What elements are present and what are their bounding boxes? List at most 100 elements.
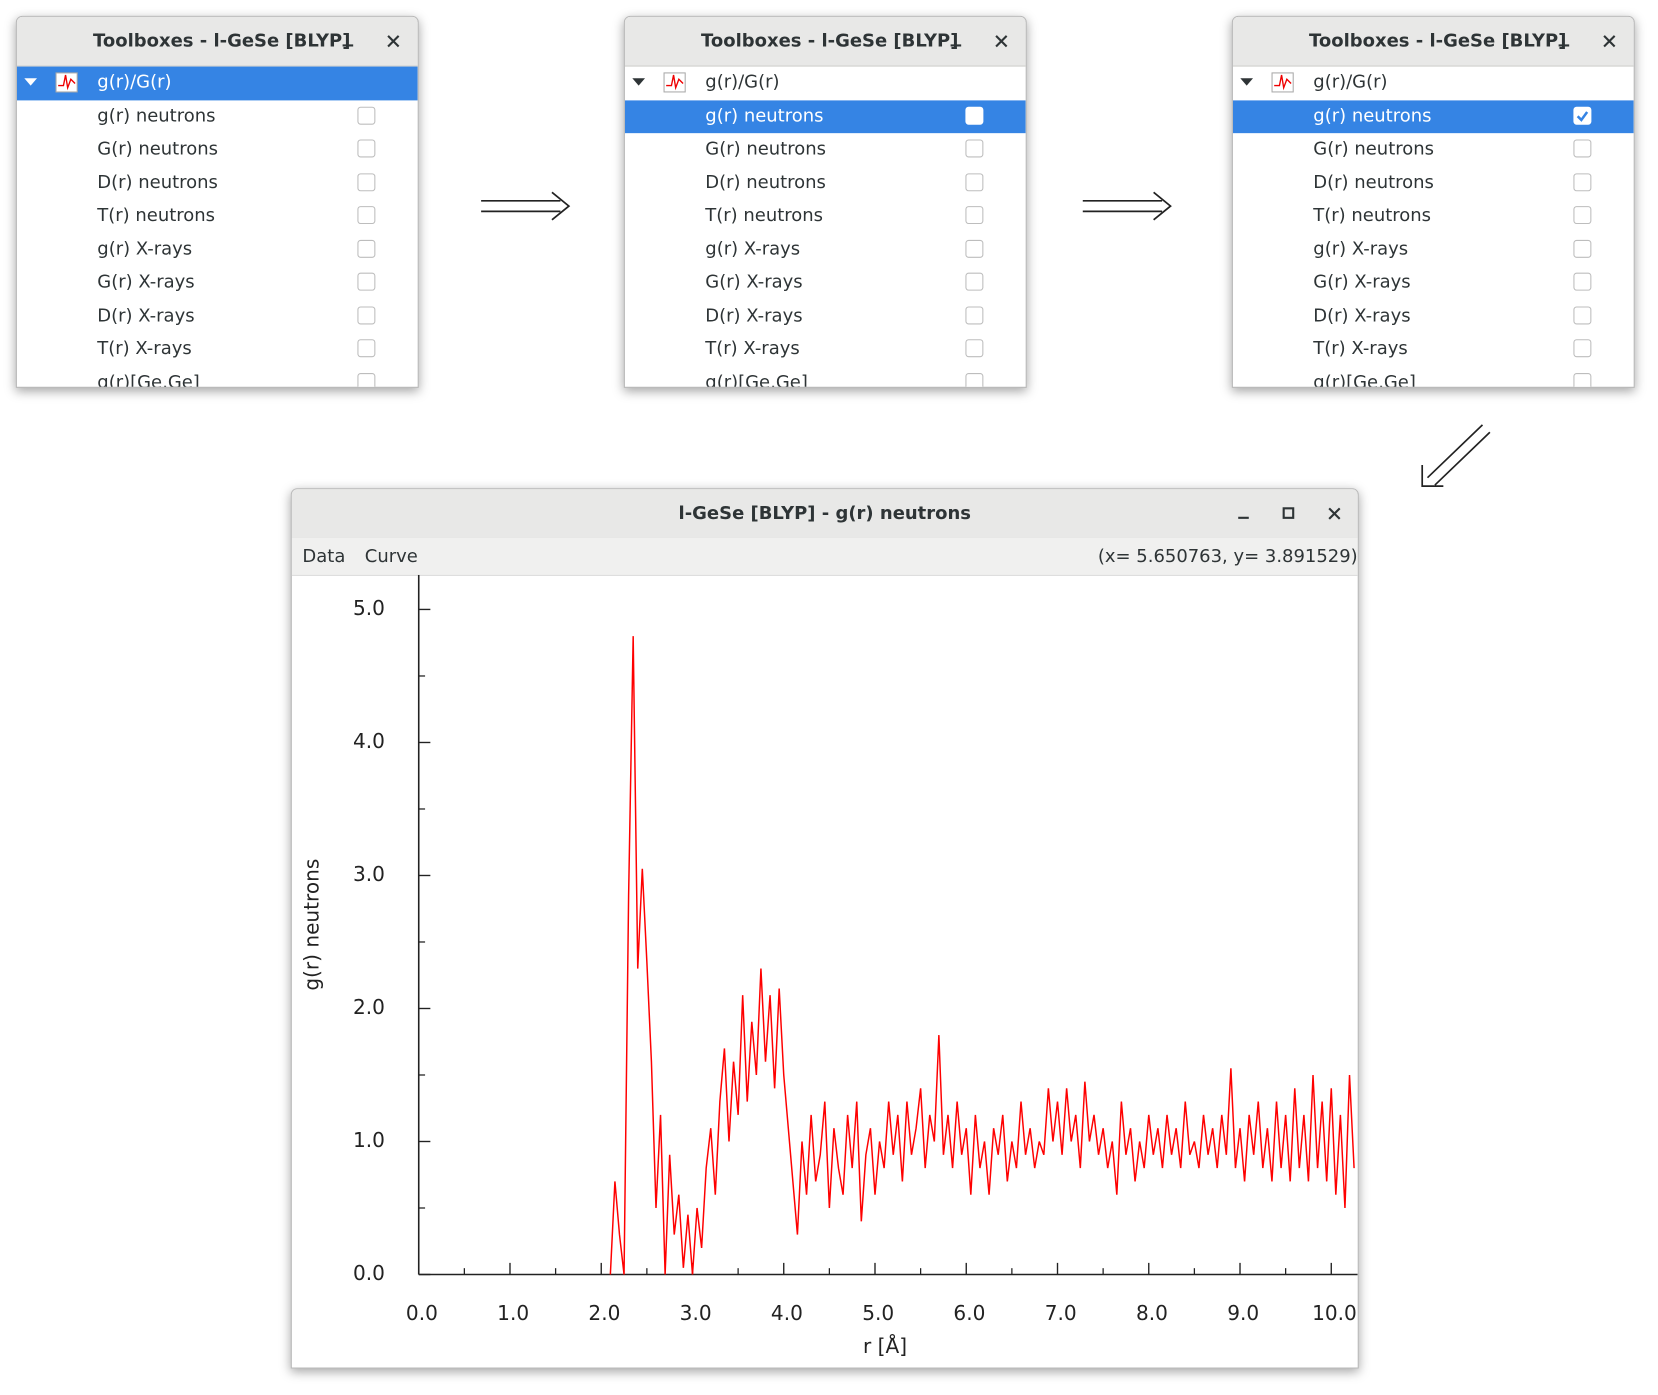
checkbox[interactable] <box>965 106 984 125</box>
tree-label: g(r) neutrons <box>1313 105 1432 127</box>
window-title: Toolboxes - l-GeSe [BLYP] <box>93 30 351 52</box>
tree-label: D(r) X-rays <box>705 304 803 327</box>
checkbox[interactable] <box>965 272 984 291</box>
tree-row[interactable]: g(r) X-rays <box>1233 233 1634 266</box>
window-buttons <box>342 35 400 48</box>
y-tick-label: 5.0 <box>353 596 385 620</box>
tree-label: G(r) neutrons <box>97 138 218 160</box>
checkbox[interactable] <box>357 172 376 191</box>
checkbox[interactable] <box>965 372 984 387</box>
tree-label: g(r)/G(r) <box>705 71 780 93</box>
tree-row[interactable]: G(r) neutrons <box>625 133 1026 166</box>
checkbox[interactable] <box>357 339 376 358</box>
checkbox[interactable] <box>357 206 376 225</box>
close-button[interactable] <box>1328 507 1341 520</box>
checkbox[interactable] <box>357 372 376 387</box>
x-tick-label: 0.0 <box>406 1301 438 1325</box>
tree-row[interactable]: T(r) neutrons <box>1233 200 1634 233</box>
x-tick-label: 9.0 <box>1227 1301 1259 1325</box>
y-tick-label: 1.0 <box>353 1128 385 1152</box>
checkbox[interactable] <box>1573 305 1592 324</box>
tree-label: D(r) X-rays <box>1313 304 1411 327</box>
tree-row[interactable]: D(r) X-rays <box>17 300 418 333</box>
checkbox[interactable] <box>357 139 376 158</box>
tree-row[interactable]: G(r) neutrons <box>1233 133 1634 166</box>
checkbox[interactable] <box>357 272 376 291</box>
tree-row[interactable]: T(r) neutrons <box>17 200 418 233</box>
expander[interactable] <box>24 78 38 86</box>
window-buttons <box>1238 507 1341 520</box>
menu-item[interactable]: Curve <box>364 546 418 568</box>
checkbox[interactable] <box>357 106 376 125</box>
checkbox[interactable] <box>1573 339 1592 358</box>
tree-row[interactable]: D(r) X-rays <box>1233 300 1634 333</box>
chart: g(r) neutrons r [Å] 0.0 1.0 2.0 3.0 4.0 5.0 0.… <box>299 574 1358 1358</box>
checkbox[interactable] <box>965 172 984 191</box>
tree-row[interactable]: T(r) X-rays <box>17 333 418 366</box>
close-button[interactable] <box>387 35 400 48</box>
checkbox[interactable] <box>1573 372 1592 387</box>
tree-row[interactable]: g(r)[Ge,Ge] <box>17 366 418 387</box>
close-button[interactable] <box>995 35 1008 48</box>
tree-row[interactable]: G(r) X-rays <box>625 266 1026 299</box>
tree-row[interactable]: g(r) neutrons <box>1232 99 1634 134</box>
title-bar: Toolboxes - l-GeSe [BLYP] <box>16 16 418 67</box>
tree-row[interactable]: D(r) X-rays <box>625 300 1026 333</box>
tree-row[interactable]: g(r)/G(r) <box>625 67 1026 100</box>
tree-row[interactable]: g(r) neutrons <box>624 99 1026 134</box>
row-icons <box>632 72 686 93</box>
tree-row[interactable]: D(r) neutrons <box>1233 166 1634 199</box>
checkbox[interactable] <box>1573 239 1592 258</box>
checkbox[interactable] <box>357 305 376 324</box>
tree-row[interactable]: T(r) X-rays <box>1233 333 1634 366</box>
tree-row[interactable]: D(r) neutrons <box>625 166 1026 199</box>
tree-row[interactable]: g(r)[Ge,Ge] <box>625 366 1026 388</box>
x-axis-label: r [Å] <box>863 1334 907 1358</box>
tree-row[interactable]: g(r) X-rays <box>17 233 418 266</box>
chart-icon-curve <box>666 74 684 91</box>
tree-row[interactable]: g(r)/G(r) <box>1233 67 1634 100</box>
tree-label: G(r) neutrons <box>1313 138 1434 160</box>
tree-row[interactable]: g(r) X-rays <box>625 233 1026 266</box>
expander[interactable] <box>1240 78 1254 86</box>
toolbox-window: Toolboxes - l-GeSe [BLYP] g(r)/G(r) g(r) n… <box>1231 15 1635 388</box>
checkbox[interactable] <box>965 239 984 258</box>
tree-row[interactable]: G(r) X-rays <box>1233 266 1634 299</box>
checkbox[interactable] <box>965 139 984 158</box>
tree-row[interactable]: G(r) X-rays <box>17 266 418 299</box>
checkbox[interactable] <box>965 206 984 225</box>
row-icons <box>1240 72 1294 93</box>
checkbox[interactable] <box>1573 106 1592 125</box>
x-tick-label: 2.0 <box>588 1301 620 1325</box>
tree-label: g(r) X-rays <box>705 238 801 260</box>
tree-label: D(r) neutrons <box>1313 171 1434 193</box>
checkbox[interactable] <box>965 339 984 358</box>
checkbox[interactable] <box>1573 139 1592 158</box>
expander[interactable] <box>632 78 646 86</box>
tree-row[interactable]: g(r)[Ge,Ge] <box>1233 366 1634 387</box>
maximize-button[interactable] <box>1282 507 1295 519</box>
x-tick-label: 3.0 <box>680 1301 712 1325</box>
tree-row[interactable]: T(r) neutrons <box>625 200 1026 233</box>
tree-label: g(r)[Ge,Ge] <box>705 371 808 388</box>
checkbox[interactable] <box>1573 272 1592 291</box>
menu-item[interactable]: Data <box>302 546 346 568</box>
checkbox[interactable] <box>1573 172 1592 191</box>
tree-label: T(r) neutrons <box>1313 205 1432 227</box>
tree-row[interactable]: D(r) neutrons <box>17 166 418 199</box>
checkbox[interactable] <box>965 305 984 324</box>
checkbox[interactable] <box>1573 206 1592 225</box>
close-button[interactable] <box>1603 35 1616 48</box>
row-icons <box>24 72 78 93</box>
x-tick-label: 10.0 <box>1312 1301 1357 1325</box>
checkbox[interactable] <box>357 239 376 258</box>
tree-row[interactable]: g(r) neutrons <box>17 100 418 133</box>
tree-label: G(r) X-rays <box>1313 271 1411 293</box>
tree-label: G(r) X-rays <box>97 271 195 293</box>
tree-label: g(r) neutrons <box>97 105 216 127</box>
tree-row[interactable]: G(r) neutrons <box>17 133 418 166</box>
tree-row[interactable]: T(r) X-rays <box>625 333 1026 366</box>
tree-row[interactable]: g(r)/G(r) <box>16 66 418 100</box>
chart-icon-curve <box>1274 74 1292 91</box>
